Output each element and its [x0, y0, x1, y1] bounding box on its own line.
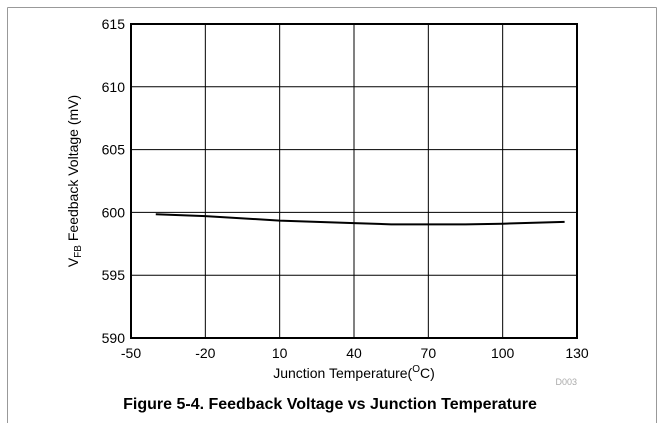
y-tick-label: 590 — [102, 330, 126, 346]
x-tick-label: 130 — [565, 345, 589, 361]
x-tick-label: 10 — [272, 345, 288, 361]
x-axis-label: Junction Temperature(OC) — [273, 364, 435, 381]
y-label-rest: Feedback Voltage (mV) — [65, 95, 81, 245]
annotation: D003 — [555, 377, 577, 387]
data-line — [155, 213, 565, 226]
x-label-main: Junction Temperature( — [273, 365, 412, 381]
x-tick-label: 40 — [346, 345, 362, 361]
y-tick-label: 600 — [102, 204, 126, 220]
x-tick-label: 100 — [491, 345, 515, 361]
y-tick-label: 605 — [102, 142, 126, 158]
x-label-sup: O — [412, 364, 420, 375]
y-label-main: V — [65, 257, 81, 267]
x-tick-label: -50 — [121, 345, 141, 361]
y-label-sub: FB — [73, 245, 84, 258]
y-tick-label: 615 — [102, 16, 126, 32]
y-tick-label: 610 — [102, 79, 126, 95]
x-tick-label: 70 — [421, 345, 437, 361]
plot-border — [130, 23, 578, 339]
y-tick-label: 595 — [102, 267, 126, 283]
y-axis-label: VFB Feedback Voltage (mV) — [65, 95, 84, 267]
x-tick-label: -20 — [195, 345, 215, 361]
caption: Figure 5-4. Feedback Voltage vs Junction… — [123, 396, 537, 413]
x-label-rest: C) — [420, 365, 435, 381]
